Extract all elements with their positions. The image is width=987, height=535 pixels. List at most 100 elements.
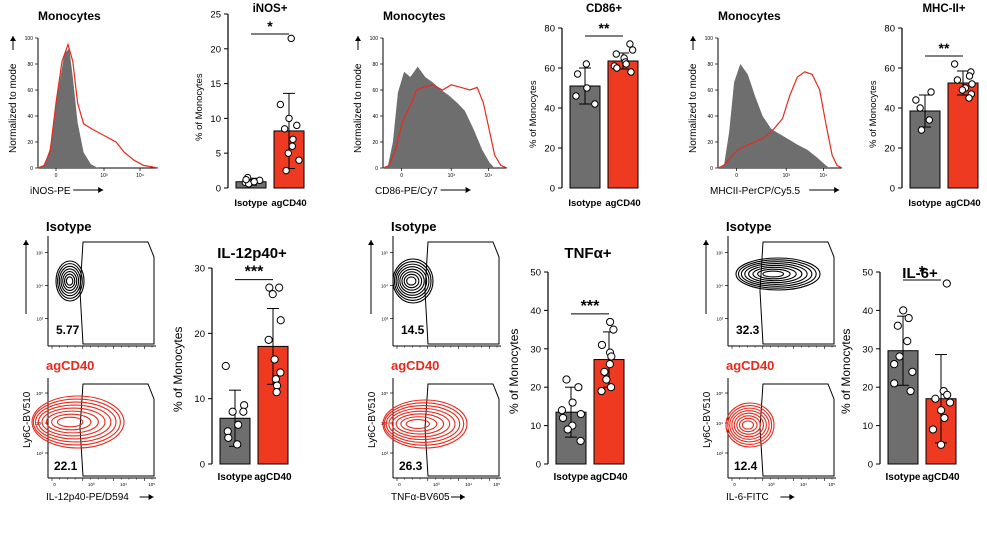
data-point xyxy=(228,407,237,416)
y-tick-label: 40 xyxy=(884,104,895,115)
category-label: agCD40 xyxy=(945,198,980,209)
data-point xyxy=(931,394,940,403)
arrow-head-icon xyxy=(148,494,154,500)
contour-line xyxy=(400,416,438,432)
data-point xyxy=(573,70,582,78)
y-tick-label: 80 xyxy=(884,24,895,35)
contour-line xyxy=(735,257,821,291)
contour-line xyxy=(64,273,76,289)
contour-line xyxy=(60,268,80,294)
x-tick-label: 0 xyxy=(735,173,738,179)
agcd40-histogram xyxy=(717,71,843,169)
data-point xyxy=(943,390,952,399)
x-tick-label: 10⁵ xyxy=(828,482,835,487)
bar-y-label: % of Monocytes xyxy=(507,329,521,414)
data-point xyxy=(234,420,243,429)
data-point xyxy=(904,313,913,323)
bar-y-label: % of Monocytes xyxy=(194,73,205,141)
y-tick-label: 100 xyxy=(370,36,379,42)
data-point xyxy=(276,100,285,109)
data-point xyxy=(295,156,303,164)
y-tick-label: 0 xyxy=(550,184,555,195)
x-tick-label: 10⁴ xyxy=(465,482,472,487)
data-point xyxy=(250,178,258,186)
contour-top-label: Isotype xyxy=(391,219,437,234)
y-tick-label: 0 xyxy=(375,166,378,172)
histogram-y-label: Normalized to mode xyxy=(688,63,699,153)
y-tick-label: 0 xyxy=(30,166,33,172)
y-tick-label: 10 xyxy=(194,394,205,405)
contour-top-plot: 10³ 10⁴ 10⁵ xyxy=(36,236,156,349)
contour-bot-plot: 10³ 10⁴ 10⁵ xyxy=(716,378,836,481)
contour-top-plot: 10³ 10⁴ 10⁵ xyxy=(716,236,836,349)
data-point xyxy=(613,64,621,72)
y-tick-label: 60 xyxy=(707,88,713,94)
contour-bottom-label: agCD40 xyxy=(46,358,94,373)
arrow-head-icon xyxy=(789,494,795,500)
data-point xyxy=(965,94,973,102)
arrow-head-icon xyxy=(368,240,374,245)
y-tick-label: 20 xyxy=(707,140,713,146)
arrow-head-icon xyxy=(10,36,16,41)
arrow-head-icon xyxy=(465,187,471,193)
contour-line xyxy=(383,402,465,446)
x-tick-label: 0 xyxy=(400,173,403,179)
contour-line xyxy=(56,416,84,428)
category-label: agCD40 xyxy=(271,198,306,209)
contour-top-label: Isotype xyxy=(46,219,92,234)
contour-line xyxy=(744,263,808,285)
bar-chart-title: MHC-II+ xyxy=(922,3,965,15)
data-point xyxy=(925,116,934,124)
y-tick-label: 10³ xyxy=(381,317,388,322)
bar-chart-5: 0 10 20 30 40 50 % of Monocytes Isotype agCD40 **… xyxy=(507,245,628,483)
data-point xyxy=(582,60,591,68)
x-tick-label: 0 xyxy=(55,173,58,179)
category-label: Isotype xyxy=(217,472,252,483)
arrow-head-icon xyxy=(703,240,709,245)
data-point xyxy=(968,80,976,88)
contour-panel-2: Isotype agCD40 10³ 10⁴ 10⁵ 10³ 10⁴ 10⁵ 14.5 26.3 0… xyxy=(367,219,501,503)
data-point xyxy=(583,84,591,92)
bar-y-label: % of Monocytes xyxy=(528,80,539,148)
arrow-head-icon xyxy=(460,494,465,500)
x-tick-label: 10⁵ xyxy=(493,482,500,487)
y-tick-label: 0 xyxy=(868,460,873,471)
contour-line xyxy=(405,418,431,430)
y-tick-label: 20 xyxy=(27,140,33,146)
category-label: agCD40 xyxy=(605,198,640,209)
data-point xyxy=(895,352,904,361)
contour-bottom-label: agCD40 xyxy=(391,358,439,373)
contour-line xyxy=(388,407,456,441)
data-point xyxy=(276,368,285,377)
bar-chart-2: 0 20 40 60 80 % of Monocytes Isotype agCD40 ** CD… xyxy=(528,3,641,209)
arrow-head-icon xyxy=(690,36,696,41)
category-label: agCD40 xyxy=(254,472,292,483)
contour-line xyxy=(392,258,434,304)
data-point xyxy=(903,337,912,346)
data-point xyxy=(285,114,293,123)
y-tick-label: 30 xyxy=(194,264,205,275)
y-tick-label: 50 xyxy=(862,268,873,279)
bar-chart-title: IL-6+ xyxy=(902,265,938,282)
x-tick-label: 10³ xyxy=(768,482,775,487)
data-point xyxy=(597,386,606,396)
data-point xyxy=(293,121,301,130)
contour-line xyxy=(725,402,775,448)
bar-chart-6: 0 10 20 30 40 50 % of Monocytes Isotype agCD40 *I… xyxy=(839,264,960,483)
data-point xyxy=(597,340,607,350)
histogram-panel-1: Monocytes 0 20 40 60 80 100 0 10³ 10⁴ Normalized t… xyxy=(8,9,159,197)
bar-agcd40 xyxy=(607,60,639,189)
contour-line xyxy=(401,271,423,291)
contour-y-label: Ly6C-BV510 xyxy=(22,391,33,448)
y-tick-label: 80 xyxy=(27,62,33,68)
data-point xyxy=(893,321,902,330)
y-tick-label: 10³ xyxy=(381,451,388,456)
histogram-y-label: Normalized to mode xyxy=(353,63,364,153)
data-point xyxy=(917,126,926,134)
y-tick-label: 10⁴ xyxy=(381,284,388,289)
data-point xyxy=(945,398,955,407)
data-point xyxy=(908,367,917,376)
data-point xyxy=(936,440,946,449)
data-point xyxy=(607,352,616,361)
